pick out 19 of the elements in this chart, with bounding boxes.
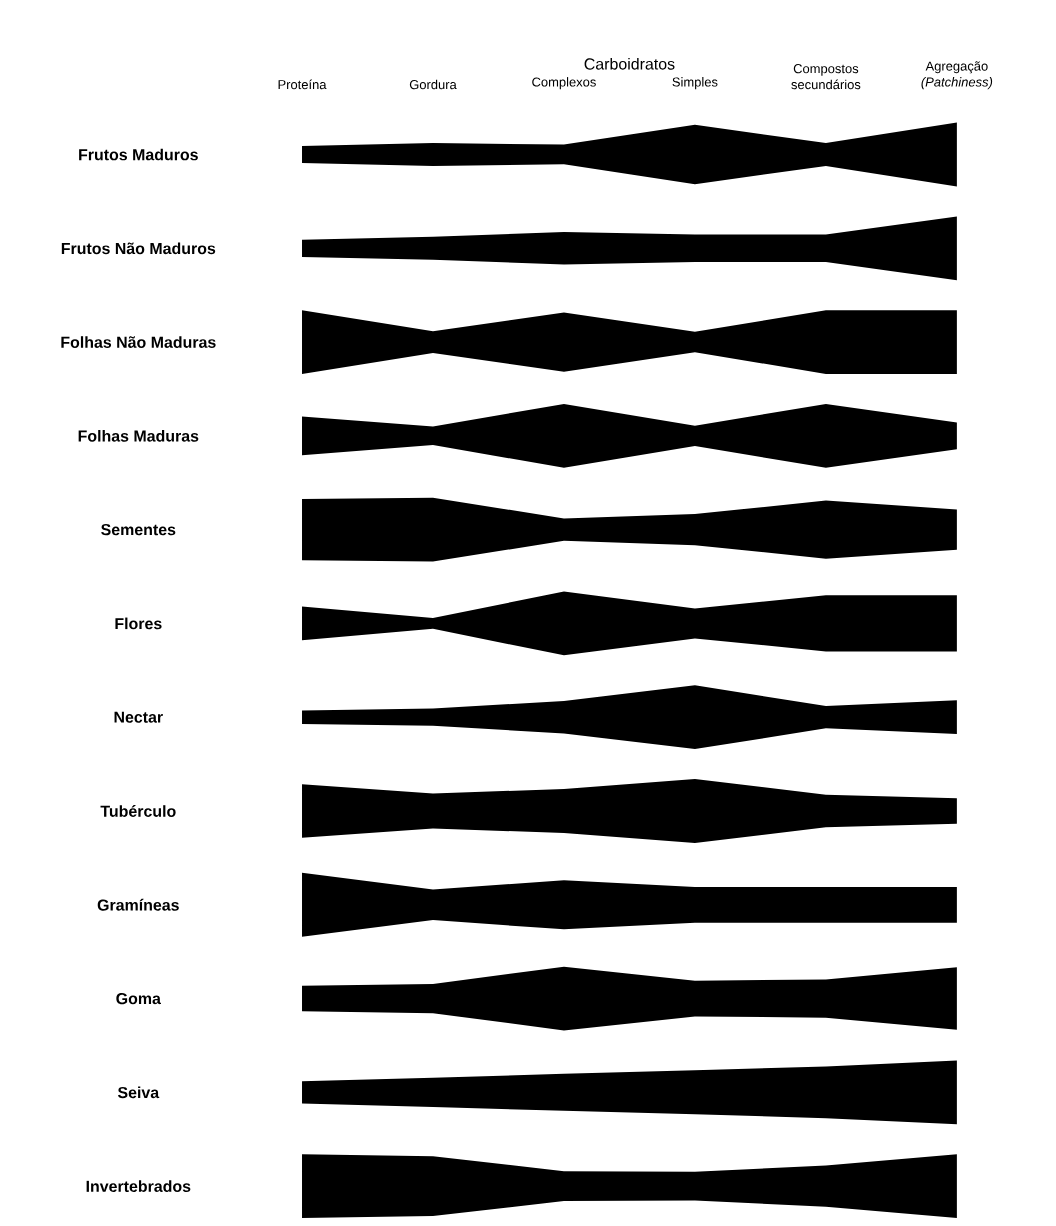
y-axis-title: Invertebrados xyxy=(86,1180,191,1192)
y-axis-title: Folhas Maduras xyxy=(78,429,199,442)
text: Carboidratos xyxy=(584,57,675,70)
x-tick-label: Gordura xyxy=(410,79,457,90)
x-tick-label: Complexos xyxy=(532,77,597,90)
y-axis-title: Frutos Não Maduros xyxy=(62,242,216,255)
y-axis-title: Flores xyxy=(115,617,162,630)
x-tick-label: Compostos secundários xyxy=(791,64,861,90)
y-axis-title: Gramíneas xyxy=(97,898,180,911)
y-axis-title: Folhas Não Maduras xyxy=(61,336,216,348)
y-axis-title: Goma xyxy=(116,992,162,1005)
y-axis-title: Frutos Maduros xyxy=(79,148,199,161)
y-axis-title: Tubérculo xyxy=(100,805,176,817)
x-tick-label: Simples xyxy=(672,77,718,90)
y-axis-title: Nectar xyxy=(114,711,164,723)
x-tick-label: Proteína xyxy=(278,79,327,90)
y-axis-title: Sementes xyxy=(101,523,176,536)
y-axis-title: Seiva xyxy=(118,1086,160,1099)
x-tick-label: Agregação (Patchiness) xyxy=(921,61,993,90)
